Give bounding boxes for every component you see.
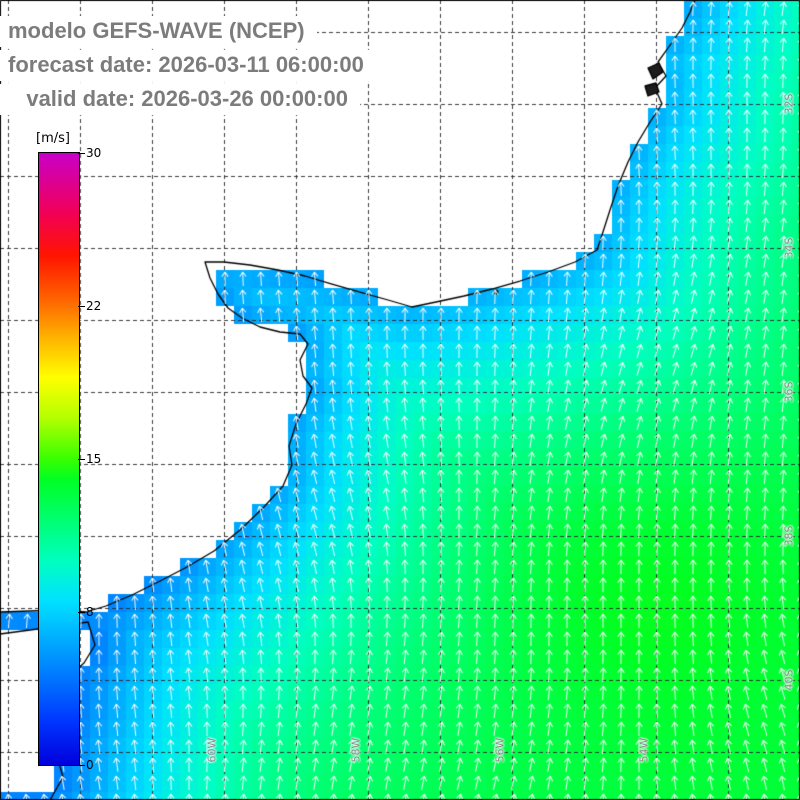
map-header: modelo GEFS-WAVE (NCEP) forecast date: 2… <box>0 16 376 118</box>
longitude-label: 58W <box>349 737 363 763</box>
latitude-label: 36S <box>782 381 796 403</box>
longitude-label: 54W <box>637 737 651 763</box>
valid-date: valid date: 2026-03-26 00:00:00 <box>0 84 360 115</box>
latitude-label: 40S <box>782 669 796 691</box>
colorbar-tick: 22 <box>77 299 102 313</box>
latitude-label: 38S <box>782 525 796 547</box>
latitude-label: 34S <box>782 237 796 259</box>
longitude-label: 56W <box>493 737 507 763</box>
colorbar-units: [m/s] <box>36 131 70 146</box>
colorbar-tick: 30 <box>77 146 102 160</box>
model-title: modelo GEFS-WAVE (NCEP) <box>0 16 317 47</box>
colorbar-tick: 8 <box>78 605 94 619</box>
latitude-label: 32S <box>782 93 796 115</box>
colorbar-tick: 15 <box>77 452 102 466</box>
longitude-label: 60W <box>205 737 219 763</box>
colorbar-tick: 0 <box>78 758 94 772</box>
colorbar-gradient <box>38 152 80 766</box>
forecast-date: forecast date: 2026-03-11 06:00:00 <box>0 50 376 81</box>
